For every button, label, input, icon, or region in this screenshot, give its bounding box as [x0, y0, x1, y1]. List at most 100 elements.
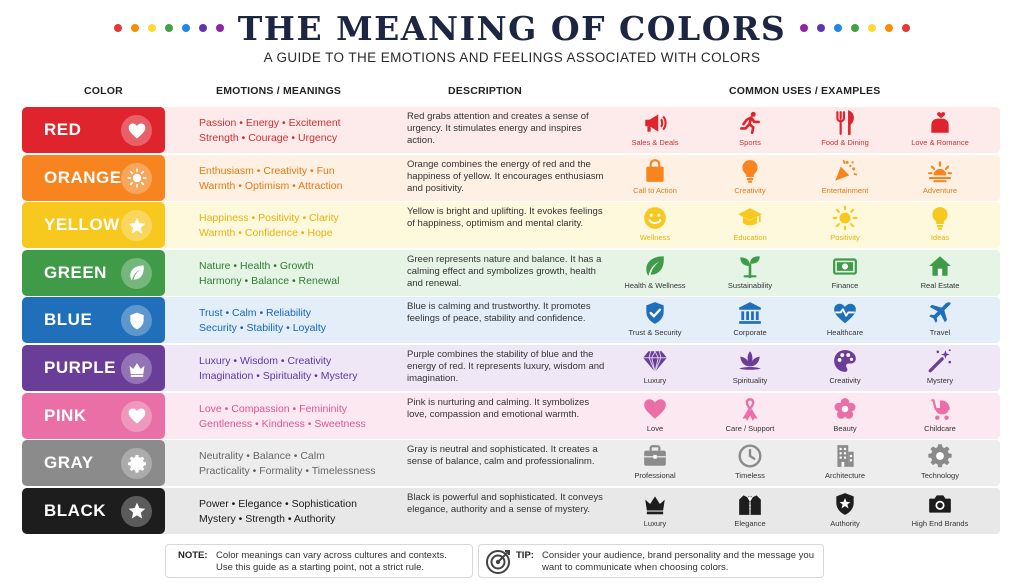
- use-label: Finance: [831, 280, 859, 290]
- fork-knife-icon: [836, 110, 854, 136]
- magic-wand-icon: [928, 349, 952, 373]
- use-example: Love: [608, 395, 702, 439]
- building-icon: [837, 445, 854, 468]
- use-label: Food & Dining: [821, 138, 869, 147]
- tip-text: Consider your audience, brand personalit…: [542, 550, 814, 573]
- emotions-text: Trust • Calm • Reliability Security • Sta…: [199, 306, 409, 336]
- row-background: [22, 392, 1000, 439]
- sprout-icon: [740, 256, 760, 278]
- use-label: Authority: [830, 518, 860, 528]
- runner-icon: [740, 111, 760, 135]
- color-name: PURPLE: [44, 358, 116, 377]
- sun-icon: [832, 205, 858, 231]
- use-label: Luxury: [643, 518, 667, 528]
- use-label: Technology: [921, 471, 959, 481]
- color-swatch: PINK: [22, 392, 165, 439]
- use-example: Call to Action: [608, 157, 702, 201]
- use-example: Wellness: [608, 204, 702, 248]
- use-example: Childcare: [893, 395, 987, 439]
- use-label: Mystery: [926, 376, 954, 385]
- use-label: Wellness: [639, 233, 671, 243]
- crown-icon: [645, 496, 665, 515]
- lightbulb-icon: [742, 159, 758, 183]
- use-example: Positivity: [798, 204, 892, 248]
- emotions-line-2: Security • Stability • Loyalty: [199, 322, 326, 335]
- use-label: Sales & Deals: [631, 138, 679, 147]
- use-example: Health & Wellness: [608, 252, 702, 296]
- emotions-line-1: Love • Compassion • Femininity: [199, 402, 347, 415]
- decorative-dot: [800, 24, 809, 32]
- use-label: Spirituality: [732, 376, 768, 385]
- decorative-dot: [834, 24, 843, 32]
- emotions-text: Luxury • Wisdom • Creativity Imagination …: [199, 354, 409, 384]
- ribbon-icon: [742, 397, 758, 421]
- use-label: Travel: [929, 328, 951, 338]
- title-row: THE MEANING OF COLORS: [0, 8, 1024, 48]
- color-name: PINK: [44, 405, 87, 425]
- use-example: Care / Support: [703, 395, 797, 439]
- heart-icon: [128, 123, 145, 138]
- camera-icon: [929, 495, 951, 513]
- use-example: Ideas: [893, 204, 987, 248]
- lightbulb-icon: [932, 207, 948, 230]
- shopping-bag-icon: [646, 158, 664, 182]
- heart-pulse-icon: [834, 304, 856, 324]
- swatch-icon-badge: [121, 210, 152, 242]
- use-label: Sustainability: [727, 280, 773, 290]
- use-label: Love: [646, 423, 664, 433]
- emotions-line-1: Nature • Health • Growth: [199, 259, 314, 272]
- use-label: Creativity: [829, 376, 861, 385]
- color-row-pink: PINK Love • Compassion • Femininity Gentle…: [22, 392, 1000, 439]
- megaphone-icon: [645, 114, 667, 132]
- emotions-line-2: Mystery • Strength • Authority: [199, 512, 336, 525]
- decorative-dot: [164, 24, 173, 32]
- emotions-line-1: Passion • Energy • Excitement: [199, 117, 341, 129]
- use-label: Love & Romance: [911, 138, 969, 147]
- heart-icon: [644, 398, 666, 419]
- crown-icon: [129, 362, 144, 377]
- use-label: Healthcare: [826, 328, 864, 338]
- note-label: NOTE:: [178, 550, 208, 561]
- clock-icon: [738, 444, 762, 468]
- emotions-line-2: Strength • Courage • Urgency: [199, 132, 338, 144]
- tip-label: TIP:: [516, 550, 534, 561]
- column-header-description: DESCRIPTION: [448, 85, 522, 97]
- row-background: [22, 487, 1000, 534]
- description-text: Orange combines the energy of red and th…: [407, 158, 604, 194]
- description-text: Purple combines the stability of blue an…: [407, 349, 605, 384]
- color-swatch: BLUE: [22, 297, 165, 344]
- briefcase-icon: [644, 445, 666, 466]
- row-background: [22, 440, 1000, 487]
- color-swatch: RED: [22, 107, 165, 153]
- color-row-green: GREEN Nature • Health • Growth Harmony • B…: [22, 249, 1000, 296]
- description-text: Green represents nature and balance. It …: [407, 253, 602, 289]
- use-example: Healthcare: [798, 299, 892, 343]
- swatch-icon-badge: [121, 353, 152, 384]
- use-example: Entertainment: [798, 157, 892, 201]
- shield-check-icon: [646, 302, 664, 325]
- color-swatch: GRAY: [22, 440, 165, 487]
- gear-icon: [928, 444, 952, 468]
- use-label: Real Estate: [920, 280, 960, 290]
- use-label: Corporate: [733, 328, 767, 338]
- color-name: BLACK: [44, 500, 106, 520]
- use-example: Sports: [703, 109, 797, 153]
- use-example: Professional: [608, 442, 702, 486]
- emotions-text: Neutrality • Balance • Calm Practicality …: [199, 449, 409, 479]
- house-icon: [929, 256, 951, 276]
- use-example: Elegance: [703, 490, 797, 534]
- smiley-icon: [644, 207, 666, 230]
- use-example: Luxury: [608, 490, 702, 534]
- color-name: BLUE: [44, 310, 93, 330]
- use-label: Entertainment: [821, 185, 869, 195]
- star-icon: [128, 217, 145, 234]
- swatch-icon-badge: [121, 448, 152, 480]
- use-example: High End Brands: [893, 490, 987, 534]
- color-row-red: RED Passion • Energy • Excitement Strength…: [22, 107, 1000, 153]
- color-swatch: BLACK: [22, 487, 165, 534]
- use-example: Education: [703, 204, 797, 248]
- swatch-icon-badge: [121, 257, 152, 289]
- gear-icon: [127, 454, 146, 473]
- target-icon: [486, 550, 510, 574]
- description-text: Red grabs attention and creates a sense …: [407, 111, 589, 146]
